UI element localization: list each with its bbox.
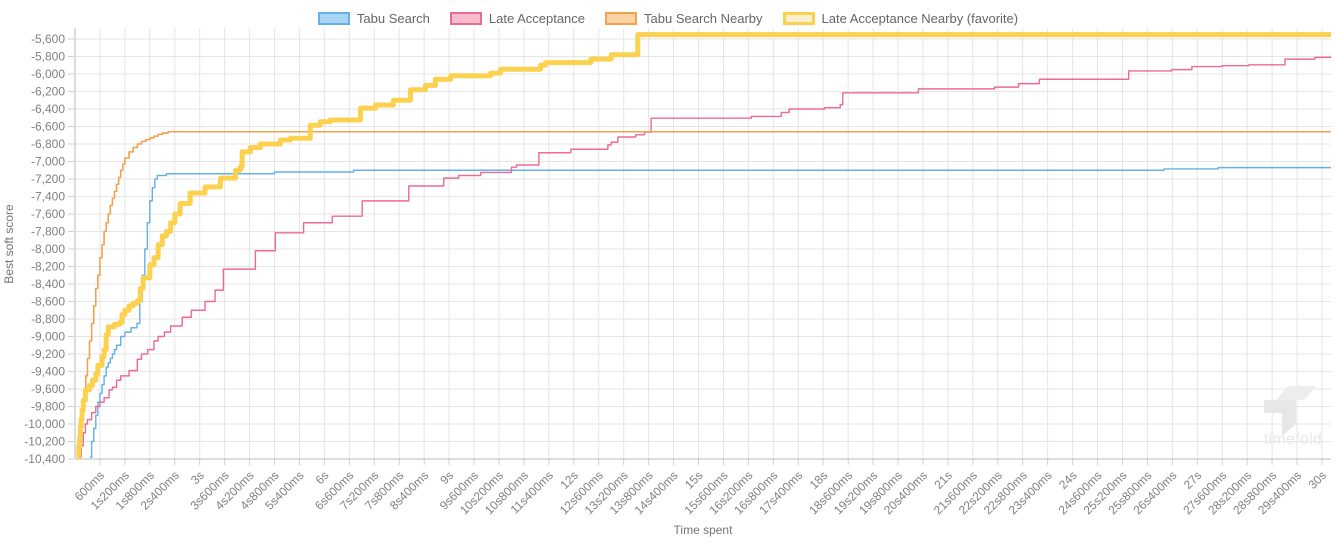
series-line-late-acceptance — [79, 56, 1332, 458]
y-tick-label: -9,400 — [31, 365, 65, 379]
series-line-late-acceptance-nearby-favorite — [76, 32, 1333, 460]
y-tick-label: -7,800 — [31, 225, 65, 239]
y-tick-label: -6,200 — [31, 85, 65, 99]
legend-item-late-acceptance-nearby-favorite[interactable]: Late Acceptance Nearby (favorite) — [782, 10, 1019, 26]
y-tick-label: -6,600 — [31, 120, 65, 134]
y-tick-label: -7,400 — [31, 190, 65, 204]
legend-swatch-tabu-search-nearby — [605, 11, 638, 25]
legend-label-tabu-search: Tabu Search — [356, 10, 430, 26]
x-tick-label: 9s — [437, 468, 456, 487]
x-tick-label: 3s — [188, 468, 207, 487]
y-tick-label: -10,000 — [24, 417, 65, 431]
legend-item-tabu-search[interactable]: Tabu Search — [317, 10, 430, 26]
timefold-watermark-label: timefold — [1264, 431, 1322, 448]
legend-item-tabu-search-nearby[interactable]: Tabu Search Nearby — [605, 10, 763, 26]
y-axis-title: Best soft score — [2, 204, 16, 284]
y-tick-label: -10,200 — [24, 435, 65, 449]
legend-swatch-tabu-search — [317, 11, 350, 25]
y-tick-label: -10,400 — [24, 452, 65, 466]
y-tick-label: -8,200 — [31, 260, 65, 274]
y-tick-label: -9,800 — [31, 400, 65, 414]
y-tick-label: -6,400 — [31, 102, 65, 116]
x-axis-title: Time spent — [673, 523, 733, 537]
legend-label-tabu-search-nearby: Tabu Search Nearby — [644, 10, 763, 26]
y-tick-label: -7,600 — [31, 207, 65, 221]
legend-item-late-acceptance[interactable]: Late Acceptance — [449, 10, 586, 26]
legend-swatch-late-acceptance — [449, 11, 482, 25]
y-tick-label: -7,000 — [31, 155, 65, 169]
y-tick-label: -8,600 — [31, 295, 65, 309]
series-line-tabu-search — [89, 166, 1332, 458]
legend-label-late-acceptance: Late Acceptance — [488, 10, 586, 26]
x-tick-label: 6s — [313, 468, 332, 487]
y-tick-label: -9,000 — [31, 330, 65, 344]
legend-swatch-late-acceptance-nearby-favorite — [782, 11, 815, 25]
timefold-watermark: timefold — [1264, 386, 1322, 448]
series-line-tabu-search-nearby — [78, 130, 1332, 456]
y-tick-label: -8,000 — [31, 242, 65, 256]
chart-legend: Tabu Search Late Acceptance Tabu Search Ne… — [0, 8, 1336, 28]
y-tick-label: -6,800 — [31, 137, 65, 151]
legend-label-late-acceptance-nearby-favorite: Late Acceptance Nearby (favorite) — [821, 10, 1019, 26]
y-tick-label: -8,400 — [31, 277, 65, 291]
y-tick-label: -8,800 — [31, 312, 65, 326]
y-tick-label: -5,600 — [31, 32, 65, 46]
x-tick-label: 30s — [1306, 468, 1330, 492]
y-tick-label: -9,200 — [31, 347, 65, 361]
y-tick-label: -6,000 — [31, 67, 65, 81]
y-tick-label: -5,800 — [31, 50, 65, 64]
y-tick-label: -9,600 — [31, 382, 65, 396]
timefold-logo-icon — [1264, 386, 1316, 436]
y-tick-label: -7,200 — [31, 172, 65, 186]
